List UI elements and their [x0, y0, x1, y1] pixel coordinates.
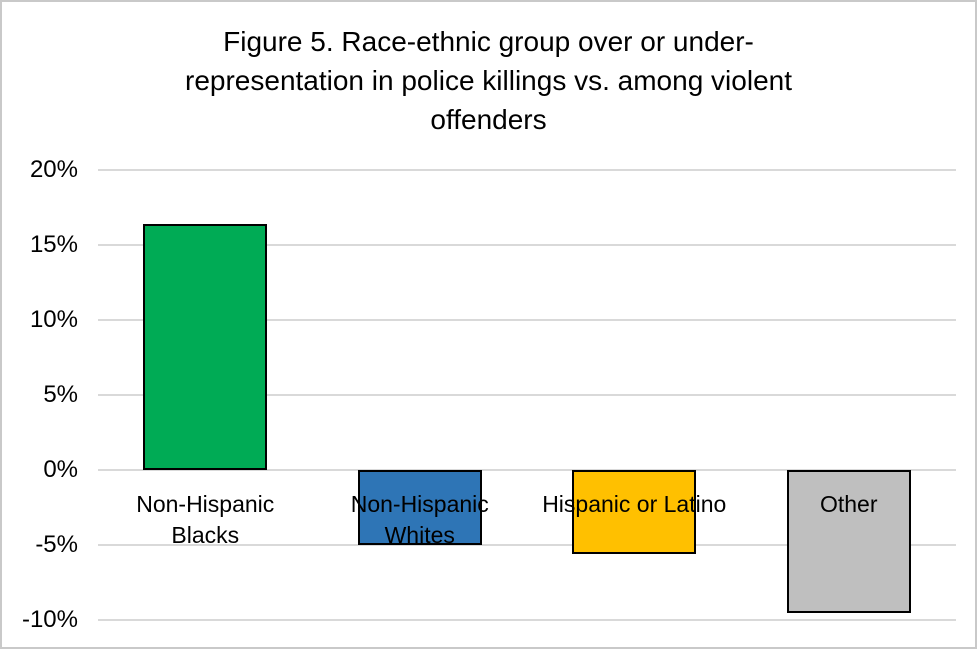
- category-label-non-hispanic-blacks: Non-Hispanic Blacks: [136, 491, 275, 548]
- y-axis-tick-label: -10%: [21, 606, 78, 633]
- gridline: [98, 169, 956, 171]
- gridline: [98, 319, 956, 321]
- y-axis-tick-label: 5%: [43, 381, 78, 408]
- y-axis-tick-label: -5%: [35, 531, 78, 558]
- bar-non-hispanic-blacks: [143, 224, 268, 470]
- category-label-other: Other: [819, 491, 878, 517]
- y-axis-tick-label: 15%: [29, 231, 78, 258]
- gridline: [98, 469, 956, 471]
- gridline: [98, 544, 956, 546]
- bar-non-hispanic-whites: [357, 470, 482, 545]
- bar-hispanic-or-latino: [572, 470, 697, 554]
- category-label-hispanic-or-latino: Hispanic or Latino: [542, 491, 727, 517]
- gridline: [98, 619, 956, 621]
- category-label-non-hispanic-whites: Non-Hispanic Whites: [350, 491, 489, 548]
- chart-title: Figure 5. Race-ethnic group over or unde…: [185, 26, 792, 135]
- y-axis-tick-label: 10%: [29, 306, 78, 333]
- y-axis-tick-label: 0%: [43, 456, 78, 483]
- y-axis-tick-label: 20%: [29, 156, 78, 183]
- gridline: [98, 244, 956, 246]
- bar-other: [786, 470, 911, 613]
- gridline: [98, 394, 956, 396]
